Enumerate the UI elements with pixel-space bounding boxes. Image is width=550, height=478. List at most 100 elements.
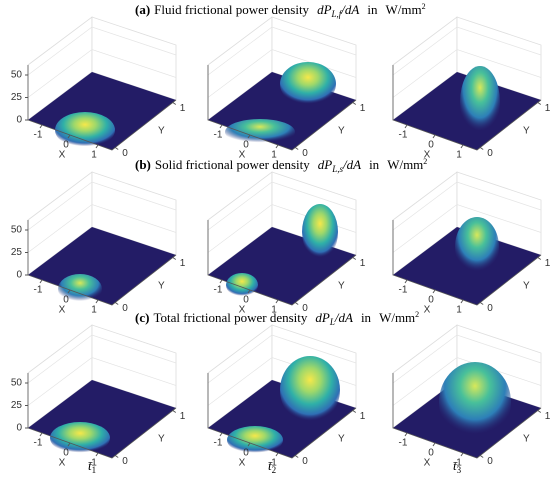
wall-grid xyxy=(392,357,542,406)
x-tick-label: 0 xyxy=(63,295,69,306)
column-label: t̄1 xyxy=(88,458,96,475)
y-axis-label: Y xyxy=(158,281,165,292)
x-tick-label: 1 xyxy=(271,305,277,316)
x-tick xyxy=(247,134,251,139)
y-tick-label: 0 xyxy=(302,303,308,314)
x-tick-label: 0 xyxy=(243,140,249,151)
y-axis-label: Y xyxy=(523,434,530,445)
z-tick-label: 25 xyxy=(11,400,23,411)
x-tick xyxy=(404,279,408,284)
z-tick-label: 50 xyxy=(11,70,23,81)
row-letter: (b) xyxy=(135,157,151,172)
x-tick xyxy=(275,299,279,304)
y-tick xyxy=(479,455,484,458)
formula-denominator: /dA xyxy=(342,157,361,172)
y-tick-label: 1 xyxy=(545,103,550,114)
y-axis-label: Y xyxy=(523,126,530,137)
x-tick xyxy=(219,124,223,129)
y-tick-label: 0 xyxy=(122,303,128,314)
wall-grid xyxy=(27,357,177,406)
x-axis-label: X xyxy=(424,458,431,469)
z-tick-label: 0 xyxy=(16,115,22,126)
back-wall xyxy=(456,16,542,101)
x-tick xyxy=(247,289,251,294)
x-axis-label: X xyxy=(59,458,66,469)
title-text: Fluid frictional power density xyxy=(154,2,309,17)
y-tick-label: 1 xyxy=(545,411,550,422)
y-tick-label: 0 xyxy=(302,456,308,467)
wall-grid xyxy=(392,26,542,76)
wall-grid xyxy=(392,49,542,98)
unit: W/mm xyxy=(385,2,421,17)
formula-subscript: L,s xyxy=(331,164,343,174)
y-tick xyxy=(352,410,357,413)
x-tick-label: -1 xyxy=(214,285,223,296)
column-label: t̄3 xyxy=(453,458,462,475)
x-tick xyxy=(432,289,436,294)
column-label: t̄2 xyxy=(268,458,276,475)
y-axis-label: Y xyxy=(338,281,345,292)
y-tick xyxy=(114,147,119,150)
x-tick xyxy=(39,279,43,284)
x-axis-label: X xyxy=(424,150,431,161)
x-axis-label: X xyxy=(239,150,246,161)
surface xyxy=(280,62,336,106)
x-tick-label: 0 xyxy=(243,448,249,459)
x-tick xyxy=(460,452,464,457)
y-tick xyxy=(537,410,542,413)
row-title: (a) Fluid frictional power density dPL,f/d… xyxy=(135,2,426,19)
surface xyxy=(226,273,258,297)
x-tick xyxy=(432,442,436,447)
y-tick-label: 1 xyxy=(180,103,186,114)
wall-grid xyxy=(27,181,177,231)
title-text: Solid frictional power density xyxy=(155,157,310,172)
x-tick-label: 1 xyxy=(271,150,277,161)
x-tick-label: 1 xyxy=(456,305,462,316)
formula-denominator: /dA xyxy=(340,2,359,17)
time-subscript: 2 xyxy=(272,465,277,475)
y-tick-label: 1 xyxy=(545,258,550,269)
x-tick xyxy=(39,124,43,129)
wall-grid xyxy=(27,49,177,98)
back-wall xyxy=(456,324,542,409)
row-letter: (a) xyxy=(135,2,150,17)
y-axis-label: Y xyxy=(158,434,165,445)
formula-symbol: dP xyxy=(318,157,333,172)
surface xyxy=(460,66,500,138)
surface xyxy=(455,217,499,277)
y-tick xyxy=(352,102,357,105)
x-tick-label: 0 xyxy=(428,295,434,306)
y-tick-label: 0 xyxy=(302,148,308,159)
x-tick-label: -1 xyxy=(399,438,408,449)
in-word: in xyxy=(367,2,378,17)
y-tick xyxy=(172,410,177,413)
x-tick-label: 1 xyxy=(271,458,277,469)
x-axis-label: X xyxy=(239,458,246,469)
surface xyxy=(55,112,115,148)
unit: W/mm xyxy=(379,310,415,325)
x-tick-label: -1 xyxy=(34,285,43,296)
back-wall xyxy=(456,171,542,256)
y-tick-label: 1 xyxy=(360,103,366,114)
wall-grid xyxy=(207,181,357,231)
y-tick xyxy=(537,257,542,260)
z-tick-label: 0 xyxy=(16,423,22,434)
row-letter: (c) xyxy=(135,310,149,325)
y-tick xyxy=(114,302,119,305)
y-tick xyxy=(479,302,484,305)
in-word: in xyxy=(361,310,372,325)
wall-grid xyxy=(27,204,177,253)
y-tick xyxy=(294,302,299,305)
x-tick xyxy=(432,134,436,139)
unit: W/mm xyxy=(387,157,423,172)
y-tick xyxy=(294,455,299,458)
surface xyxy=(225,119,295,145)
z-tick-label: 50 xyxy=(11,378,23,389)
